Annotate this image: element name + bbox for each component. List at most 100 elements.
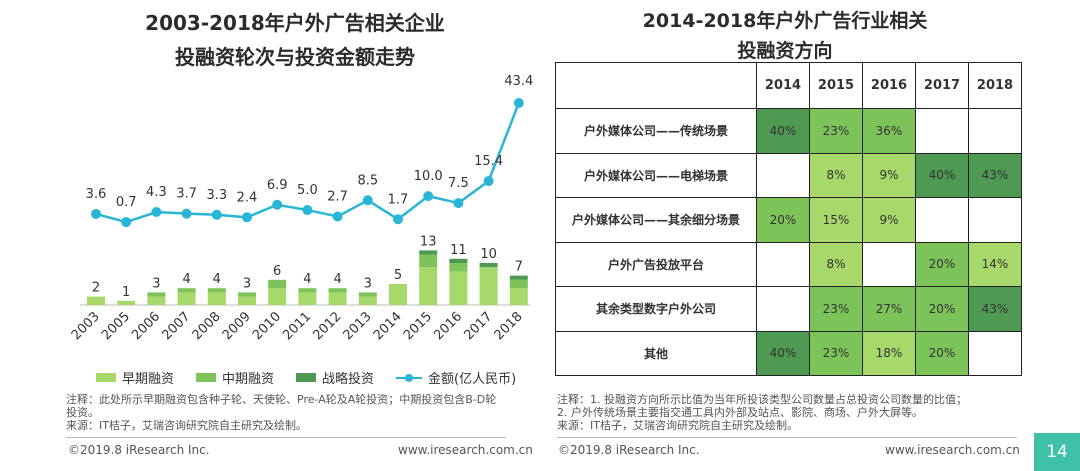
legend-item-amount: 金额(亿人民币) [396,368,516,387]
bar-mid [358,292,377,297]
table-row: 户外媒体公司——电梯场景 8% 9% 40% 43% [555,152,1022,198]
right-note-line2: 2. 户外传统场景主要指交通工具内外部及站点、影院、商场、户外大屏等。 [557,406,923,419]
left-url: www.iresearch.com.cn [398,443,533,457]
table-cell: 20% [915,330,969,376]
x-tick-label: 2011 [280,309,314,343]
bar-total-label: 5 [394,268,402,283]
table-cell: 36% [862,108,916,154]
bar-mid [147,292,166,297]
left-note-line1: 注释：此处所示早期融资包含种子轮、天使轮、Pre-A轮及A轮投资；中期投资包含B… [66,393,497,406]
table-row-label: 户外媒体公司——其余细分场景 [555,197,757,243]
table-row: 户外广告投放平台 8% 20% 14% [555,241,1022,287]
table-cell [862,241,916,287]
table-cell [968,197,1022,243]
legend-swatch-strategic [296,373,317,382]
left-note-line2: 投资。 [66,406,99,419]
amount-point [453,198,464,209]
funding-chart: 2 2003 1 2005 3 2006 4 2007 4 2008 3 2009 6 2010 4 2011… [69,74,533,343]
bar-early [117,300,136,305]
table-cell: 15% [809,197,863,243]
bar-total-label: 1 [122,285,130,300]
right-notes: 注释：1. 投融资方向所示比值为当年所投该类型公司数量占总投资公司数量的比值； … [557,393,1027,432]
table-cell: 8% [809,241,863,287]
legend-item-mid: 中期融资 [196,368,274,387]
left-notes: 注释：此处所示早期融资包含种子轮、天使轮、Pre-A轮及A轮投资；中期投资包含B… [66,393,536,432]
table-header-2015: 2015 [809,62,863,109]
x-tick-label: 2008 [190,309,224,343]
bar-mid [238,292,256,297]
table-cell: 40% [756,330,810,376]
bar-early [479,267,498,305]
amount-label: 4.3 [146,185,167,200]
x-tick-label: 2013 [341,309,375,343]
legend-swatch-early [96,373,116,382]
right-footer-divider [557,437,1017,438]
bar-total-label: 4 [182,272,190,287]
bar-total-label: 7 [515,260,523,275]
bar-total-label: 4 [333,272,341,287]
table-cell: 18% [862,330,916,376]
left-chart-title-line2: 投融资轮次与投资金额走势 [175,45,415,69]
table-corner-cell [555,62,757,109]
amount-label: 3.3 [206,188,227,203]
table-cell: 14% [968,241,1022,287]
page-number-badge: 14 [1034,433,1080,471]
table-cell [915,108,969,154]
bar-total-label: 4 [303,272,311,287]
table-cell: 23% [809,286,863,332]
table-cell [968,108,1022,154]
table-row-label: 户外媒体公司——电梯场景 [555,152,757,198]
legend-item-early: 早期融资 [96,368,174,387]
table-cell: 9% [862,197,916,243]
table-row: 其余类型数字户外公司 23% 27% 20% 43% [555,286,1022,332]
amount-label: 2.4 [237,190,258,205]
bar-early [147,296,166,305]
legend-label-amount: 金额(亿人民币) [428,372,517,387]
table-cell: 40% [915,152,969,198]
amount-label: 2.7 [327,189,348,204]
amount-label: 3.6 [86,187,107,202]
table-cell: 27% [862,286,916,332]
right-note-line1: 注释：1. 投融资方向所示比值为当年所投该类型公司数量占总投资公司数量的比值； [557,393,967,406]
bar-mid [268,279,287,289]
table-cell [968,330,1022,376]
table-cell [756,152,810,198]
amount-label: 8.5 [357,173,378,188]
table-row: 其他 40% 23% 18% 20% [555,330,1022,376]
legend-label-mid: 中期融资 [222,372,275,387]
bar-total-label: 3 [364,276,372,291]
amount-point [91,208,101,219]
bar-mid [177,288,196,293]
amount-point [513,98,524,108]
right-copyright: ©2019.8 iResearch Inc. [558,443,700,457]
amount-point [332,211,343,222]
bar-mid [449,263,468,272]
table-cell: 9% [862,152,916,198]
amount-point [483,176,494,187]
x-tick-label: 2005 [99,309,133,343]
left-chart-title: 2003-2018年户外广告相关企业 投融资轮次与投资金额走势 [70,6,520,74]
bar-mid [509,279,528,289]
bar-early [358,296,377,305]
right-table-title-line1: 2014-2018年户外广告行业相关 [642,10,928,32]
table-cell: 40% [756,108,810,154]
bar-total-label: 2 [92,281,100,296]
bar-early [268,288,287,305]
table-row: 户外媒体公司——传统场景 40% 23% 36% [555,108,1022,154]
amount-label: 6.9 [267,178,288,193]
table-row-label: 户外广告投放平台 [555,241,757,287]
x-tick-label: 2010 [250,309,284,343]
bar-mid [419,254,438,268]
right-url: www.iresearch.com.cn [885,443,1020,457]
bar-early [449,271,468,305]
amount-point [151,207,162,218]
table-cell: 8% [809,152,863,198]
investment-direction-table: 2014 2015 2016 2017 2018 户外媒体公司——传统场景 40%… [555,62,1022,376]
bar-total-label: 10 [480,247,497,262]
bar-mid [328,288,347,293]
x-tick-label: 2014 [371,309,405,343]
bar-early [238,296,256,305]
table-row-label: 其余类型数字户外公司 [555,286,757,332]
amount-point [393,214,403,225]
amount-label: 43.4 [504,74,533,89]
